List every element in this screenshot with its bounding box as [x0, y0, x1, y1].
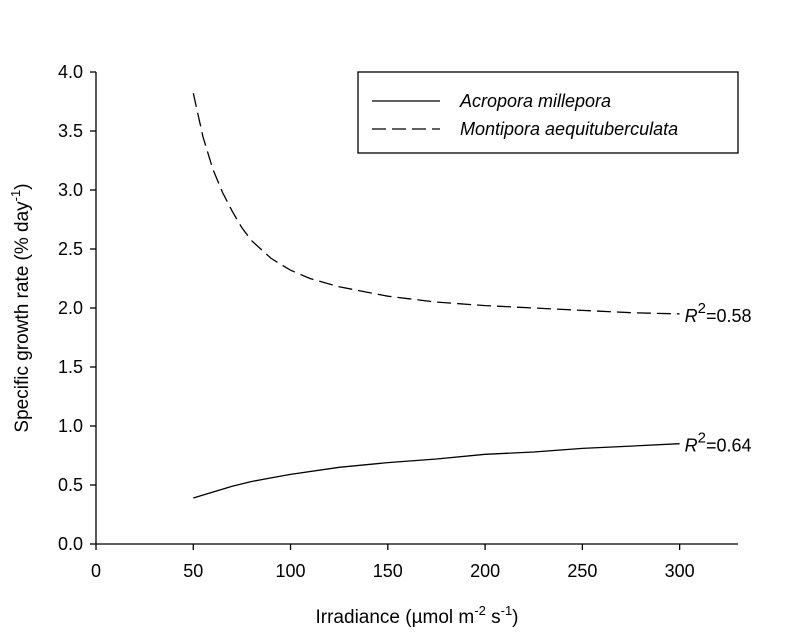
legend: Acropora millepora Montipora aequitubercu… [357, 71, 739, 154]
y-tick-label: 1.5 [58, 357, 83, 377]
y-tick-label: 2.0 [58, 298, 83, 318]
x-tick-label: 150 [373, 561, 403, 581]
x-tick-label: 50 [183, 561, 203, 581]
series-line-1 [193, 443, 680, 499]
r-squared-annotation: R2=0.58 [685, 300, 752, 326]
x-tick-label: 200 [470, 561, 500, 581]
y-axis-label: Specific growth rate (% day-1) [8, 183, 33, 432]
y-tick-label: 1.0 [58, 416, 83, 436]
x-tick-label: 100 [276, 561, 306, 581]
series-line-2 [192, 93, 680, 315]
y-tick-label: 3.5 [58, 121, 83, 141]
y-tick-label: 4.0 [58, 62, 83, 82]
legend-box [357, 71, 739, 154]
series-layer: R2=0.64 R2=0.58 [192, 93, 752, 499]
y-tick-label: 3.0 [58, 180, 83, 200]
r-squared-annotation: R2=0.64 [685, 430, 752, 456]
x-axis-label: Irradiance (µmol m-2 s-1) [316, 603, 519, 628]
y-tick-label: 0.5 [58, 475, 83, 495]
axes: 0 50 100 150 200 250 300 0.0 0.5 1.0 1.5 2.0 2.5 3.0 3… [58, 62, 738, 581]
y-tick-label: 0.0 [58, 534, 83, 554]
y-tick-label: 2.5 [58, 239, 83, 259]
legend-label: Acropora millepora [459, 91, 611, 111]
x-tick-label: 300 [665, 561, 695, 581]
x-tick-label: 0 [91, 561, 101, 581]
legend-label: Montipora aequituberculata [460, 119, 678, 139]
x-tick-label: 250 [567, 561, 597, 581]
